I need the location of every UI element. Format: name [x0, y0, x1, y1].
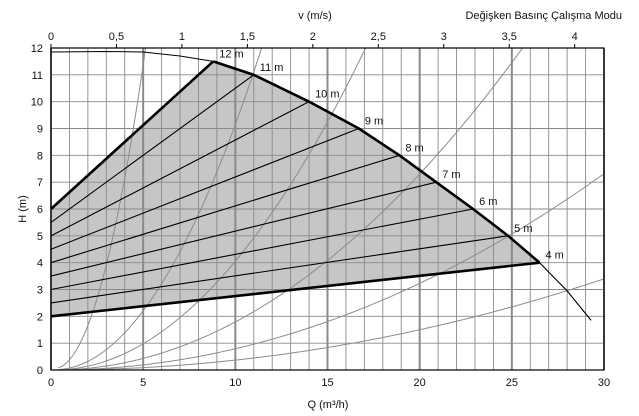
y-tick-label: 8 — [37, 150, 43, 162]
y-tick-label: 7 — [37, 177, 43, 189]
y-tick-label: 3 — [37, 285, 43, 297]
max-curve-tail — [539, 262, 592, 321]
setpoint-label: 10 m — [315, 89, 339, 101]
y-tick-label: 6 — [37, 204, 43, 216]
max-curve — [212, 60, 541, 264]
setpoint-label: 8 m — [405, 142, 423, 154]
x2-tick-label: 3,5 — [502, 31, 517, 43]
x2-tick-label: 1,5 — [240, 31, 255, 43]
x-tick-label: 15 — [321, 377, 333, 389]
y-axis-label: H (m) — [17, 195, 29, 223]
setpoint-line — [50, 261, 540, 318]
x2-tick-label: 3 — [441, 31, 447, 43]
system-curves — [58, 48, 604, 370]
y-tick-label: 4 — [37, 258, 43, 270]
system-curve — [58, 48, 524, 370]
x-tick-label: 10 — [229, 377, 241, 389]
setpoint-label: 5 m — [514, 223, 532, 235]
setpoint-label: 4 m — [545, 250, 563, 262]
x2-axis-label: v (m/s) — [298, 10, 332, 22]
x2-tick-label: 2,5 — [371, 31, 386, 43]
system-curve — [58, 173, 604, 370]
chart-title: Değişken Basınç Çalışma Modu — [465, 10, 622, 22]
setpoint-line — [50, 208, 474, 291]
x2-tick-label: 1 — [179, 31, 185, 43]
y-tick-label: 1 — [37, 338, 43, 350]
y-tick-label: 0 — [37, 365, 43, 377]
setpoint-line — [50, 235, 509, 304]
max-curve-start — [50, 50, 214, 62]
system-curve — [58, 278, 604, 370]
x-tick-label: 30 — [598, 377, 610, 389]
x2-tick-label: 0 — [48, 31, 54, 43]
setpoint-line — [50, 181, 437, 277]
setpoint-label: 11 m — [260, 62, 284, 74]
setpoint-label: 6 m — [479, 196, 497, 208]
x-tick-label: 20 — [414, 377, 426, 389]
x-tick-label: 25 — [506, 377, 518, 389]
system-curve — [58, 48, 367, 370]
setpoint-line — [50, 60, 215, 210]
setpoint-line — [50, 154, 400, 264]
x-axis-label: Q (m³/h) — [308, 399, 349, 411]
x2-tick-label: 4 — [572, 31, 578, 43]
x-tick-label: 5 — [140, 377, 146, 389]
y-tick-label: 10 — [31, 97, 43, 109]
y-tick-label: 2 — [37, 311, 43, 323]
y-tick-label: 12 — [31, 43, 43, 55]
y-tick-label: 11 — [32, 70, 43, 82]
system-curve — [58, 48, 263, 370]
setpoint-label: 12 m — [219, 48, 243, 60]
x-tick-label: 0 — [48, 377, 54, 389]
setpoint-label: 7 m — [442, 169, 460, 181]
x2-tick-label: 2 — [310, 31, 316, 43]
y-tick-label: 9 — [37, 124, 43, 136]
setpoint-label: 9 m — [365, 116, 383, 128]
operating-region — [51, 61, 540, 317]
y-tick-label: 5 — [37, 231, 43, 243]
setpoint-line — [50, 101, 310, 237]
setpoint-line — [50, 127, 360, 250]
plot-frame — [50, 47, 605, 371]
setpoint-line — [50, 74, 255, 223]
x2-tick-label: 0,5 — [109, 31, 124, 43]
